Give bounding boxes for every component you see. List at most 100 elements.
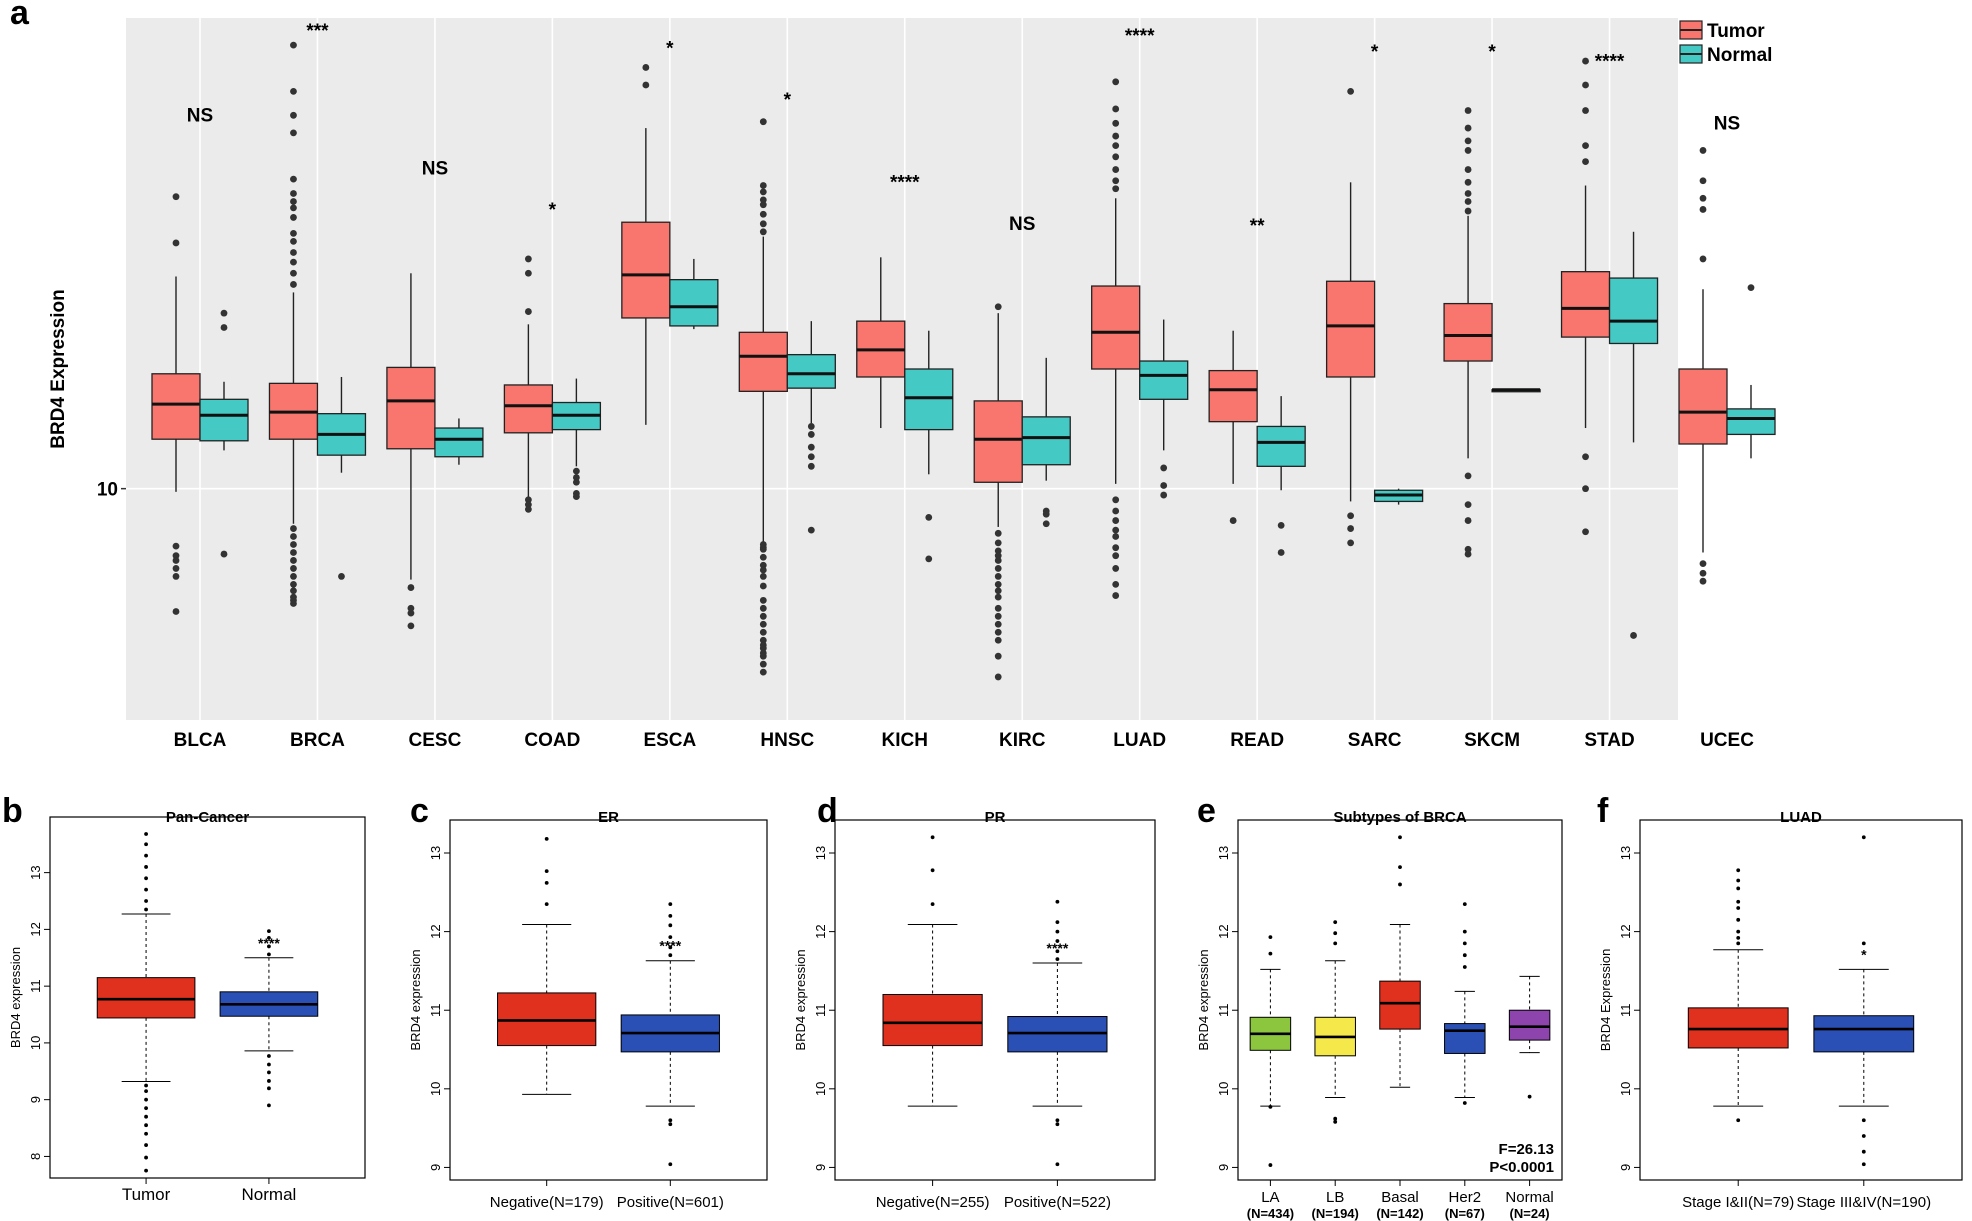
normal-outlier <box>807 443 815 451</box>
panel-c: c ER 9 10 11 12 13 BRD4 expression Negative(N=17… <box>408 792 768 1211</box>
outlier <box>1861 1149 1866 1154</box>
tumor-outlier <box>524 506 532 513</box>
outlier <box>1736 917 1741 922</box>
panel-letter-c: c <box>410 792 429 830</box>
outlier <box>1268 1163 1273 1167</box>
tumor-box <box>151 373 201 440</box>
x-tick-count: (N=24) <box>1510 1206 1550 1221</box>
category-sarc: SARC * <box>1325 42 1424 751</box>
tumor-outlier <box>1112 552 1120 560</box>
y-tick-label: 9 <box>428 1164 443 1171</box>
outlier <box>1398 835 1402 840</box>
significance-label: **** <box>1595 51 1625 72</box>
x-tick-label: Stage I&II(N=79) <box>1682 1194 1794 1211</box>
tumor-outlier <box>994 547 1002 555</box>
outlier <box>1736 899 1741 904</box>
tumor-outlier <box>290 237 297 245</box>
tumor-outlier <box>290 525 297 532</box>
category-skcm: SKCM * <box>1443 42 1541 751</box>
x-tick-label: Tumor <box>122 1185 171 1204</box>
outlier <box>1055 920 1060 925</box>
box-group-positive: **** Positive(N=522) <box>1004 899 1111 1211</box>
y-axis-label: BRD4 Expression <box>48 289 69 448</box>
tumor-outlier <box>1112 166 1120 173</box>
x-tick-label: ESCA <box>643 730 696 751</box>
tumor-box <box>1678 368 1728 445</box>
tumor-outlier <box>290 175 297 183</box>
outlier <box>1333 941 1338 946</box>
y-tick-label: 13 <box>28 865 43 879</box>
outlier <box>144 907 148 912</box>
box-group-lb: LB(N=194) <box>1312 920 1359 1221</box>
significance-label: * <box>1861 946 1867 962</box>
normal-box <box>1726 408 1776 436</box>
outlier <box>1268 1104 1273 1109</box>
outlier <box>267 1086 271 1091</box>
tumor-outlier <box>994 628 1002 636</box>
outlier <box>267 1054 271 1058</box>
tumor-outlier <box>1112 142 1120 150</box>
outlier <box>144 832 148 836</box>
normal-outlier <box>1277 521 1285 529</box>
tumor-outlier <box>1582 57 1589 65</box>
tumor-box <box>738 331 788 392</box>
category-ucec: UCEC NS <box>1678 114 1776 751</box>
outlier <box>1398 882 1402 887</box>
x-tick-label: SARC <box>1348 730 1402 751</box>
normal-outlier <box>572 478 580 486</box>
tumor-outlier <box>290 229 297 237</box>
normal-outlier <box>1160 464 1168 472</box>
tumor-outlier <box>172 573 180 580</box>
x-tick-label: LUAD <box>1113 730 1166 751</box>
normal-box <box>904 368 954 431</box>
normal-outlier <box>1277 549 1285 556</box>
tumor-outlier <box>1699 147 1707 154</box>
plot-frame <box>834 819 1156 1181</box>
y-axis-label: BRD4 expression <box>1196 949 1211 1050</box>
tumor-outlier <box>290 549 297 556</box>
outlier <box>1333 931 1338 936</box>
box-group-negative: Negative(N=179) <box>490 836 604 1211</box>
tumor-outlier <box>994 652 1002 660</box>
tumor-outlier <box>1112 78 1120 86</box>
outlier <box>544 902 549 907</box>
outlier <box>144 899 148 903</box>
legend: Tumor Normal <box>1679 20 1772 66</box>
tumor-box <box>1325 280 1376 378</box>
panel-e: e Subtypes of BRCA 9 10 11 12 13 BRD4 expressio… <box>1196 792 1563 1221</box>
box-group-stage-i-ii: Stage I&II(N=79) <box>1682 868 1794 1211</box>
tumor-outlier <box>759 561 767 569</box>
tumor-outlier <box>759 628 767 636</box>
tumor-outlier <box>290 214 297 221</box>
normal-outlier <box>925 513 933 521</box>
tumor-outlier <box>1464 137 1472 145</box>
tumor-outlier <box>759 596 767 604</box>
tumor-outlier <box>290 565 297 572</box>
tumor-outlier <box>1112 507 1120 515</box>
tumor-outlier <box>172 557 180 564</box>
tumor-outlier <box>994 673 1002 681</box>
legend-label-normal: Normal <box>1707 45 1772 66</box>
outlier <box>544 869 549 873</box>
tumor-outlier <box>994 565 1002 572</box>
tumor-outlier <box>290 41 297 49</box>
outlier <box>1268 935 1273 940</box>
normal-box <box>434 427 484 458</box>
outlier <box>668 1118 673 1123</box>
outlier <box>1736 868 1741 873</box>
tumor-outlier <box>407 622 415 630</box>
tumor-outlier <box>642 81 650 89</box>
outlier <box>267 1079 271 1083</box>
outlier <box>668 945 673 950</box>
tumor-outlier <box>1347 525 1355 532</box>
y-tick-label: 13 <box>1216 846 1231 860</box>
tumor-outlier <box>524 255 532 263</box>
group-label: Positive <box>1004 1194 1057 1211</box>
group-count: (N=79) <box>1748 1194 1794 1211</box>
y-tick-label: 11 <box>813 1003 828 1017</box>
outlier <box>267 952 271 957</box>
tumor-outlier <box>994 636 1002 644</box>
tumor-outlier <box>1464 166 1472 173</box>
group-count: (N=522) <box>1056 1194 1111 1211</box>
normal-box <box>1608 277 1659 345</box>
